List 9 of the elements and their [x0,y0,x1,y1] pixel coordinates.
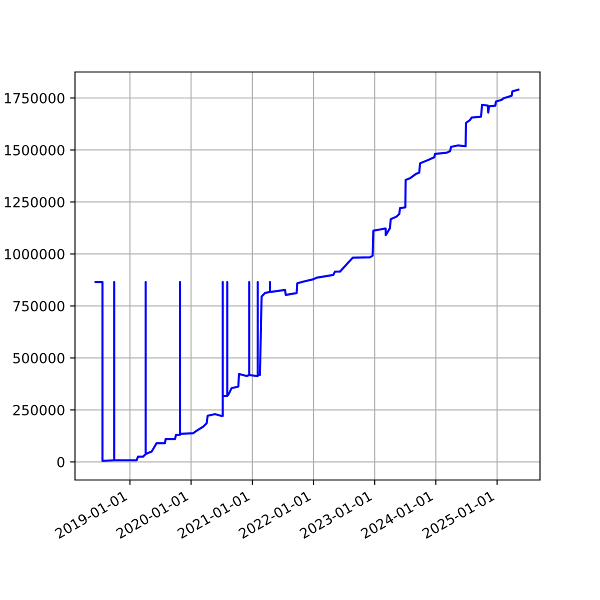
y-tick-label: 1750000 [4,92,64,104]
y-tick-label: 0 [57,456,64,468]
y-tick-label: 750000 [13,300,64,312]
y-tick-label: 250000 [13,404,64,416]
y-tick-label: 1250000 [4,196,64,208]
y-tick-label: 1000000 [4,248,64,260]
y-tick-label: 500000 [13,352,64,364]
y-tick-label: 1500000 [4,144,64,156]
line-series [94,88,520,462]
